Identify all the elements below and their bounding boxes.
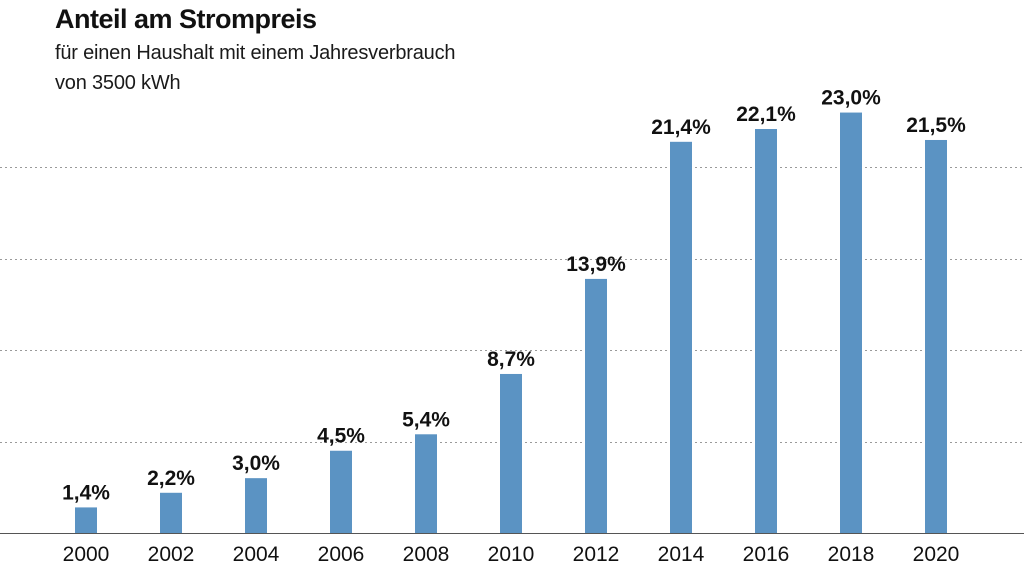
bar-2014 [670, 141, 692, 534]
x-tick-label-2020: 2020 [913, 543, 960, 566]
value-label-2016: 22,1% [736, 103, 796, 126]
value-label-2014: 21,4% [651, 116, 711, 139]
value-label-2010: 8,7% [487, 348, 535, 371]
value-label-2018: 23,0% [821, 87, 881, 110]
bar-2018 [840, 112, 862, 533]
bar-2020 [925, 139, 947, 534]
x-tick-label-2000: 2000 [63, 543, 110, 566]
bar-2016 [755, 129, 777, 533]
bar-2002 [160, 492, 182, 533]
value-label-2008: 5,4% [402, 408, 450, 431]
value-label-2002: 2,2% [147, 467, 195, 490]
value-label-2020: 21,5% [906, 114, 966, 137]
x-tick-label-2012: 2012 [573, 543, 620, 566]
x-tick-label-2006: 2006 [318, 543, 365, 566]
x-tick-label-2018: 2018 [828, 543, 875, 566]
bar-2008 [415, 434, 437, 533]
value-label-2012: 13,9% [566, 253, 626, 276]
bar-2004 [245, 478, 267, 533]
bar-2006 [330, 450, 352, 533]
bar-2012 [585, 278, 607, 533]
x-tick-label-2004: 2004 [233, 543, 280, 566]
chart-title: Anteil am Strompreis [55, 4, 317, 34]
value-label-2004: 3,0% [232, 452, 280, 475]
x-tick-label-2016: 2016 [743, 543, 790, 566]
value-label-2006: 4,5% [317, 425, 365, 448]
bar-2010 [500, 373, 522, 533]
x-tick-label-2014: 2014 [658, 543, 705, 566]
x-tick-label-2008: 2008 [403, 543, 450, 566]
value-label-2000: 1,4% [62, 481, 110, 504]
chart-subtitle-line-2: von 3500 kWh [55, 72, 181, 94]
x-tick-label-2002: 2002 [148, 543, 195, 566]
chart-subtitle-line-1: für einen Haushalt mit einem Jahresverbr… [55, 42, 456, 64]
bar-2000 [75, 507, 97, 533]
x-tick-label-2010: 2010 [488, 543, 535, 566]
